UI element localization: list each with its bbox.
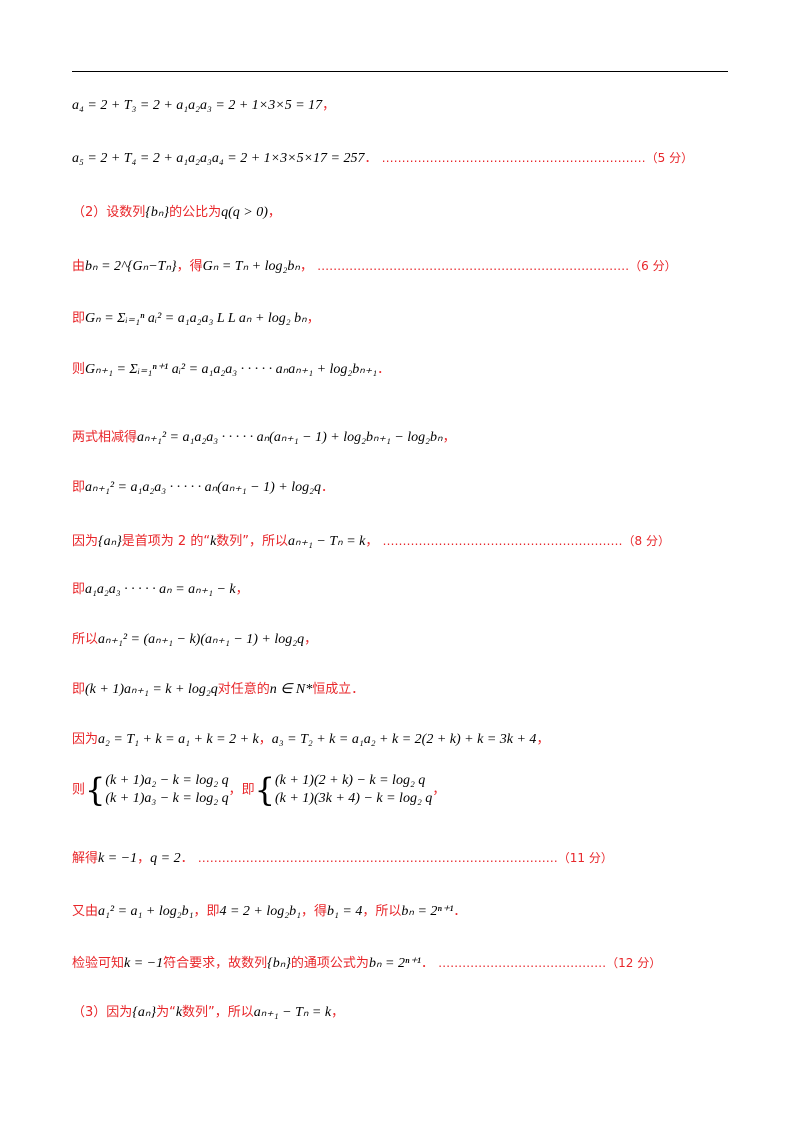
- step-line-9: 因为{aₙ}是首项为 2 的“k数列”，所以aₙ₊₁ − Tₙ = k， …………: [72, 534, 670, 549]
- left-brace: {: [85, 771, 106, 809]
- step-line-17: 检验可知k = −1符合要求，故数列{bₙ}的通项公式为bₙ = 2ⁿ⁺¹． ……: [72, 956, 662, 971]
- header-rule: [72, 71, 728, 72]
- leader-dots: ……………………………………………………: [382, 534, 623, 548]
- score-mark: （12 分）: [606, 956, 662, 970]
- step-line-8: 即aₙ₊₁² = a₁a₂a₃ · · · · · aₙ(aₙ₊₁ − 1) +…: [72, 480, 335, 495]
- math-a5: a₅ = 2 + T₄ = 2 + a₁a₂a₃a₄ = 2 + 1×3×5×1…: [72, 151, 365, 166]
- leader-dots: ……………………………………………………………………: [317, 259, 630, 273]
- score-mark: （8 分）: [622, 534, 670, 548]
- equation-system: 则{(k + 1)a₂ − k = log₂ q (k + 1)a₃ − k = …: [72, 771, 446, 809]
- score-mark: （5 分）: [645, 151, 694, 165]
- left-brace: {: [254, 771, 275, 809]
- step-line-10: 即a₁a₂a₃ · · · · · aₙ = aₙ₊₁ − k，: [72, 582, 249, 597]
- step-line-7: 两式相减得aₙ₊₁² = a₁a₂a₃ · · · · · aₙ(aₙ₊₁ − …: [72, 430, 456, 445]
- step-line-13: 因为a₂ = T₁ + k = a₁ + k = 2 + k，a₃ = T₂ +…: [72, 732, 550, 747]
- step-line-15: 解得k = −1，q = 2． …………………………………………………………………: [72, 851, 613, 866]
- leader-dots: ………………………………………………………………………………: [197, 851, 558, 865]
- part2-intro: （2）设数列{bₙ}的公比为q(q > 0)，: [72, 205, 281, 220]
- step-line-6: 则Gₙ₊₁ = Σᵢ₌₁ⁿ⁺¹ aᵢ² = a₁a₂a₃ · · · · · a…: [72, 362, 391, 377]
- step-line-12: 即(k + 1)aₙ₊₁ = k + log₂q对任意的n ∈ N*恒成立．: [72, 682, 365, 697]
- step-line-4: 由bₙ = 2^{Gₙ−Tₙ}，得Gₙ = Tₙ + log₂bₙ， ………………: [72, 259, 677, 274]
- leader-dots: …………………………………………………………: [381, 151, 646, 165]
- leader-dots: ……………………………………: [438, 956, 607, 970]
- part3-intro: （3）因为{aₙ}为“k数列”，所以aₙ₊₁ − Tₙ = k，: [72, 1005, 345, 1020]
- step-line-5: 即Gₙ = Σᵢ₌₁ⁿ aᵢ² = a₁a₂a₃ L L aₙ + log₂ b…: [72, 311, 320, 326]
- equation-a5: a₅ = 2 + T₄ = 2 + a₁a₂a₃a₄ = 2 + 1×3×5×1…: [72, 151, 694, 166]
- system-1: (k + 1)a₂ − k = log₂ q (k + 1)a₃ − k = lo…: [105, 773, 229, 806]
- score-mark: （6 分）: [629, 259, 677, 273]
- math-a4: a₄ = 2 + T₃ = 2 + a₁a₂a₃ = 2 + 1×3×5 = 1…: [72, 98, 323, 113]
- system-2: (k + 1)(2 + k) − k = log₂ q (k + 1)(3k + …: [274, 773, 433, 806]
- score-mark: （11 分）: [557, 851, 613, 865]
- step-line-16: 又由a₁² = a₁ + log₂b₁，即4 = 2 + log₂b₁，得b₁ …: [72, 904, 467, 919]
- equation-a4: a₄ = 2 + T₃ = 2 + a₁a₂a₃ = 2 + 1×3×5 = 1…: [72, 98, 336, 113]
- step-line-11: 所以aₙ₊₁² = (aₙ₊₁ − k)(aₙ₊₁ − 1) + log₂q，: [72, 632, 318, 647]
